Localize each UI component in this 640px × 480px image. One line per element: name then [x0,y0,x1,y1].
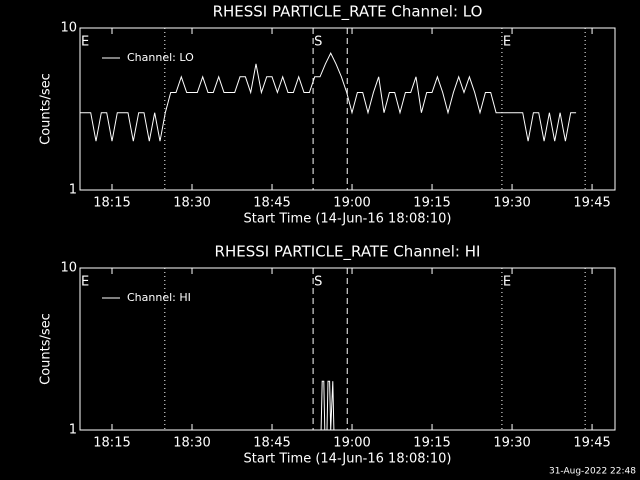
y-tick-label: 1 [69,423,77,438]
series-line [80,51,577,142]
x-tick-label: 18:30 [173,196,210,211]
x-tick-label: 18:15 [93,196,130,211]
x-tick-label: 19:30 [493,436,530,451]
x-tick-label: 19:15 [413,196,450,211]
y-tick-label: 10 [60,21,77,36]
footer: 31-Aug-2022 22:48 [549,467,636,477]
y-tick-label: 1 [69,183,77,198]
annotation: E [81,275,89,290]
annotation: S [314,35,322,50]
annotation: E [81,35,89,50]
series-line [320,380,335,431]
y-axis-label: Counts/sec [39,73,54,145]
legend-label: Channel: LO [127,51,194,64]
x-tick-label: 18:15 [93,436,130,451]
chart-title: RHESSI PARTICLE_RATE Channel: HI [215,243,481,262]
annotation: E [503,275,511,290]
x-tick-label: 18:45 [253,196,290,211]
x-tick-label: 18:30 [173,436,210,451]
x-tick-label: 19:00 [333,436,370,451]
x-tick-label: 19:00 [333,196,370,211]
x-axis-label: Start Time (14-Jun-16 18:08:10) [244,212,452,227]
x-tick-label: 18:45 [253,436,290,451]
y-tick-label: 10 [60,261,77,276]
x-tick-label: 19:45 [573,436,610,451]
y-axis-label: Counts/sec [39,313,54,385]
x-tick-label: 19:30 [493,196,530,211]
x-axis-label: Start Time (14-Jun-16 18:08:10) [244,452,452,467]
x-tick-label: 19:45 [573,196,610,211]
x-tick-label: 19:15 [413,436,450,451]
annotation: S [314,275,322,290]
legend-label: Channel: HI [127,291,191,304]
chart-title: RHESSI PARTICLE_RATE Channel: LO [213,3,483,22]
annotation: E [503,35,511,50]
